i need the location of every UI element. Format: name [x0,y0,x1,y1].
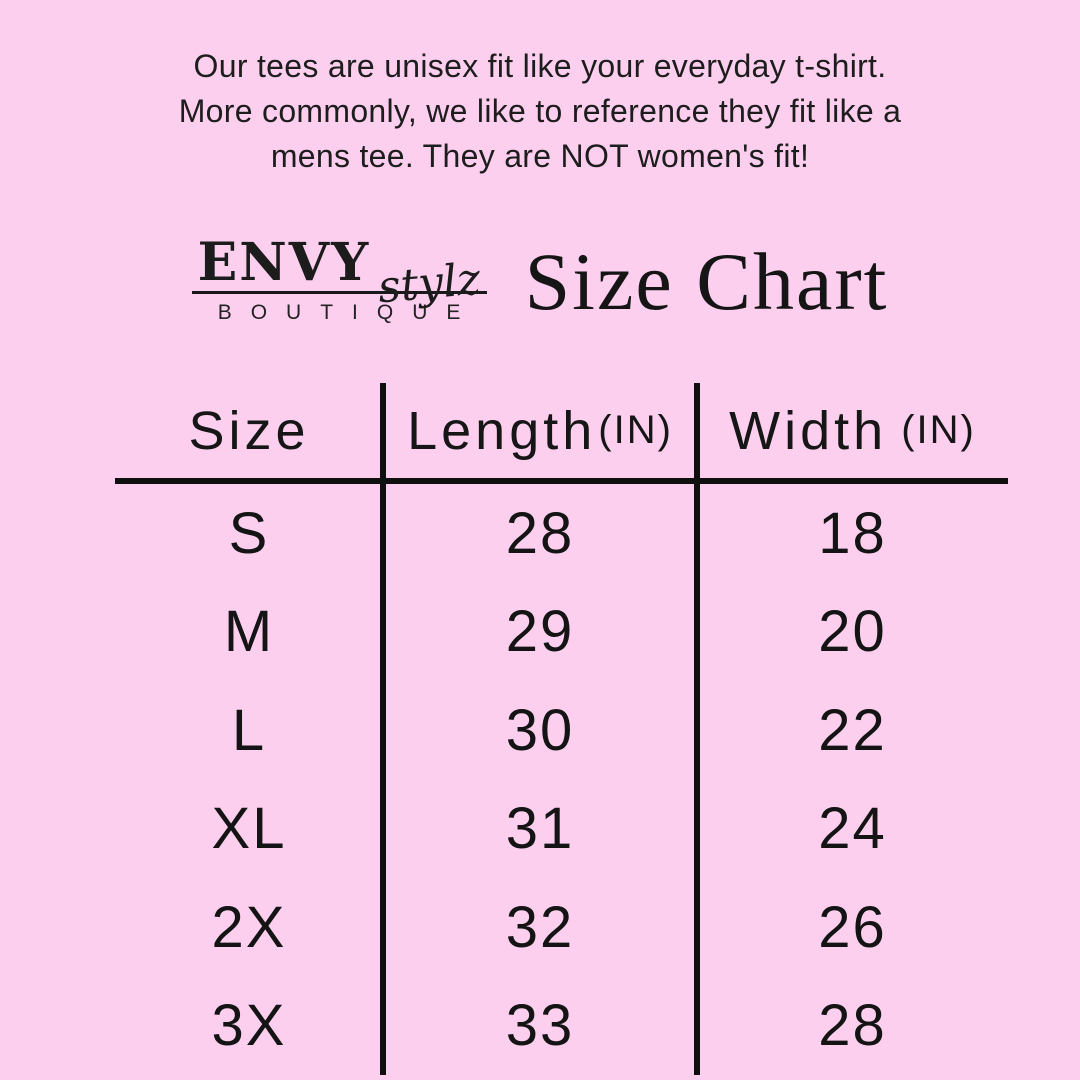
page-title: Size Chart [524,235,889,327]
column-header-width: Width (IN) [697,383,1008,478]
brand-name-boutique: BOUTIQUE [217,301,480,325]
size-table-header: Size Length (IN) Width (IN) [115,383,1008,478]
brand-name-stylz: stylz [376,253,483,313]
length-cell: 29 [505,599,575,665]
fit-description: Our tees are unisex fit like your everyd… [0,44,1080,179]
size-cell: XL [211,796,287,862]
width-cell: 18 [818,500,887,566]
brand-logo-wordmark: ENVY stylz [191,232,487,313]
brand-logo: ENVY stylz BOUTIQUE [191,232,487,325]
column-header-length: Length (IN) [383,383,697,478]
column-header-size-label: Size [188,400,310,461]
size-cell: S [228,500,270,566]
column-header-length-label: Length [407,400,597,461]
length-cell: 30 [505,697,575,763]
column-divider-line-1 [380,383,386,1075]
width-cell: 24 [818,796,887,862]
column-header-width-unit: (IN) [901,408,976,452]
brand-name-envy: ENVY [197,232,371,293]
width-cell: 28 [818,993,887,1059]
fit-description-line: More commonly, we like to reference they… [178,93,902,129]
size-table: Size Length (IN) Width (IN) S 28 18 M 29… [115,383,1008,1075]
header-divider-line [115,478,1008,484]
size-cell: M [223,599,275,665]
size-cell: 3X [211,993,287,1059]
size-cell: L [231,697,267,763]
column-header-width-label: Width [729,400,888,461]
width-cell: 26 [818,894,887,960]
size-cell: 2X [211,894,287,960]
column-divider-line-2 [694,383,700,1075]
column-header-size: Size [115,383,383,478]
fit-description-line: Our tees are unisex fit like your everyd… [193,48,887,84]
length-cell: 32 [505,894,575,960]
brand-header: ENVY stylz BOUTIQUE Size Chart [0,232,1080,327]
size-table-body: S 28 18 M 29 20 L 30 22 XL 31 24 2X 32 2… [115,484,1008,1075]
length-cell: 31 [505,796,575,862]
column-header-length-unit: (IN) [598,408,673,452]
width-cell: 22 [818,697,887,763]
fit-description-line: mens tee. They are NOT women's fit! [270,138,810,174]
length-cell: 28 [505,500,575,566]
width-cell: 20 [818,599,887,665]
length-cell: 33 [505,993,575,1059]
